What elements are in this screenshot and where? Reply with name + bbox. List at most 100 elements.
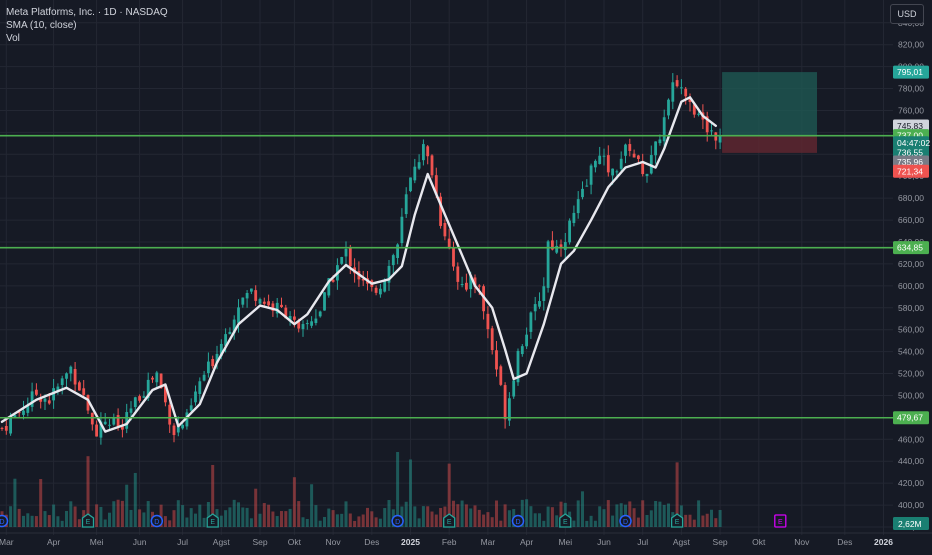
candle-body [189, 405, 193, 411]
volume-bar [370, 511, 374, 527]
price-tick-label: 560,00 [898, 325, 924, 335]
candle-body [4, 426, 8, 431]
candle-body [164, 385, 167, 403]
price-tag-countdown: 04:47:02 [897, 138, 930, 148]
sma-indicator-label[interactable]: SMA (10, close) [6, 20, 77, 31]
volume-indicator-label[interactable]: Vol [6, 33, 20, 44]
candle-body [477, 285, 481, 287]
volume-bar [103, 519, 107, 527]
volume-bar [619, 503, 623, 527]
candle-body [254, 290, 258, 301]
volume-bar [383, 508, 387, 527]
position-tool[interactable] [722, 72, 817, 153]
dividend-marker [511, 514, 525, 528]
volume-bar [667, 503, 670, 527]
time-tick-label: Apr [47, 537, 60, 547]
candle-body [116, 415, 120, 427]
volume-bar [245, 507, 249, 527]
volume-bar [710, 509, 713, 527]
volume-bar [585, 520, 589, 527]
candle-body [568, 220, 571, 243]
candle-body [516, 350, 520, 383]
time-tick-label: 2025 [401, 537, 420, 547]
candle-body [73, 368, 77, 385]
volume-bar [602, 509, 606, 527]
volume-bar [645, 514, 649, 527]
candle-body [151, 377, 154, 380]
volume-bar [9, 506, 13, 527]
candle-body [619, 158, 623, 169]
price-axis[interactable]: 840,00820,00800,00780,00760,00740,00720,… [893, 0, 932, 550]
earnings-marker-upcoming [774, 514, 787, 528]
candle-body [379, 288, 382, 295]
volume-bar [335, 514, 339, 527]
volume-bar [168, 520, 172, 527]
candle-body [344, 248, 348, 257]
candle-body [310, 321, 313, 326]
price-tag-sma: 745,83 [897, 121, 923, 131]
volume-bar [267, 504, 271, 527]
volume-bar [632, 508, 636, 527]
volume-bar [323, 516, 326, 527]
candle-body [301, 324, 305, 330]
candle-body [293, 316, 296, 320]
volume-bar [99, 506, 103, 527]
volume-bar [688, 514, 692, 527]
volume-bar [357, 516, 361, 527]
time-tick-label: Agst [673, 537, 691, 547]
candle-body [245, 292, 249, 299]
time-tick-label: Agst [213, 537, 231, 547]
volume-bar [202, 517, 206, 527]
volume-bar [701, 515, 705, 527]
volume-bar [224, 510, 228, 527]
time-tick-label: Apr [520, 537, 533, 547]
time-tick-label: Jul [177, 537, 188, 547]
volume-bar [129, 509, 133, 527]
volume-bar [30, 515, 34, 527]
earnings-marker [559, 513, 572, 528]
volume-bar [120, 500, 124, 527]
candle-body [125, 412, 129, 429]
candle-body [361, 278, 365, 281]
candle-body [198, 381, 202, 394]
time-tick-label: Nov [326, 537, 342, 547]
candle-body [331, 279, 335, 282]
price-tick-label: 820,00 [898, 40, 924, 50]
volume-bar [13, 478, 17, 527]
candle-body [555, 245, 559, 253]
candle-body [404, 194, 408, 215]
candle-body [219, 343, 223, 357]
candle-body [443, 223, 447, 237]
candle-body [297, 321, 301, 329]
candle-body [503, 385, 507, 420]
candle-body [632, 153, 636, 158]
volume-bar [679, 505, 683, 527]
candle-body [473, 277, 477, 287]
symbol-title[interactable]: Meta Platforms, Inc. · 1D · NASDAQ [6, 7, 168, 18]
currency-button[interactable]: USD [890, 4, 924, 24]
target-zone [722, 72, 817, 136]
volume-tag-bg [893, 517, 929, 530]
candle-body [675, 80, 679, 87]
candle-body [176, 425, 180, 433]
volume-bar [439, 507, 443, 527]
price-tick-label: 500,00 [898, 390, 924, 400]
volume-bar [654, 500, 658, 527]
candle-body [671, 82, 675, 102]
candle-body [563, 242, 567, 250]
volume-bar [611, 515, 615, 527]
volume-bar [714, 518, 718, 527]
volume-bar [387, 500, 391, 527]
candle-body [262, 301, 266, 304]
time-axis[interactable]: Mar Apr Mei Jun Jul Agst Sep Okt Nov Des 2025 Feb Ma… [0, 532, 932, 547]
volume-bar [73, 506, 77, 527]
candle-body [495, 350, 498, 370]
volume-bar [581, 491, 584, 527]
volume-bar [546, 506, 550, 527]
candle-body [572, 212, 576, 223]
horizontal-levels[interactable] [0, 134, 893, 419]
candle-body [714, 132, 718, 141]
